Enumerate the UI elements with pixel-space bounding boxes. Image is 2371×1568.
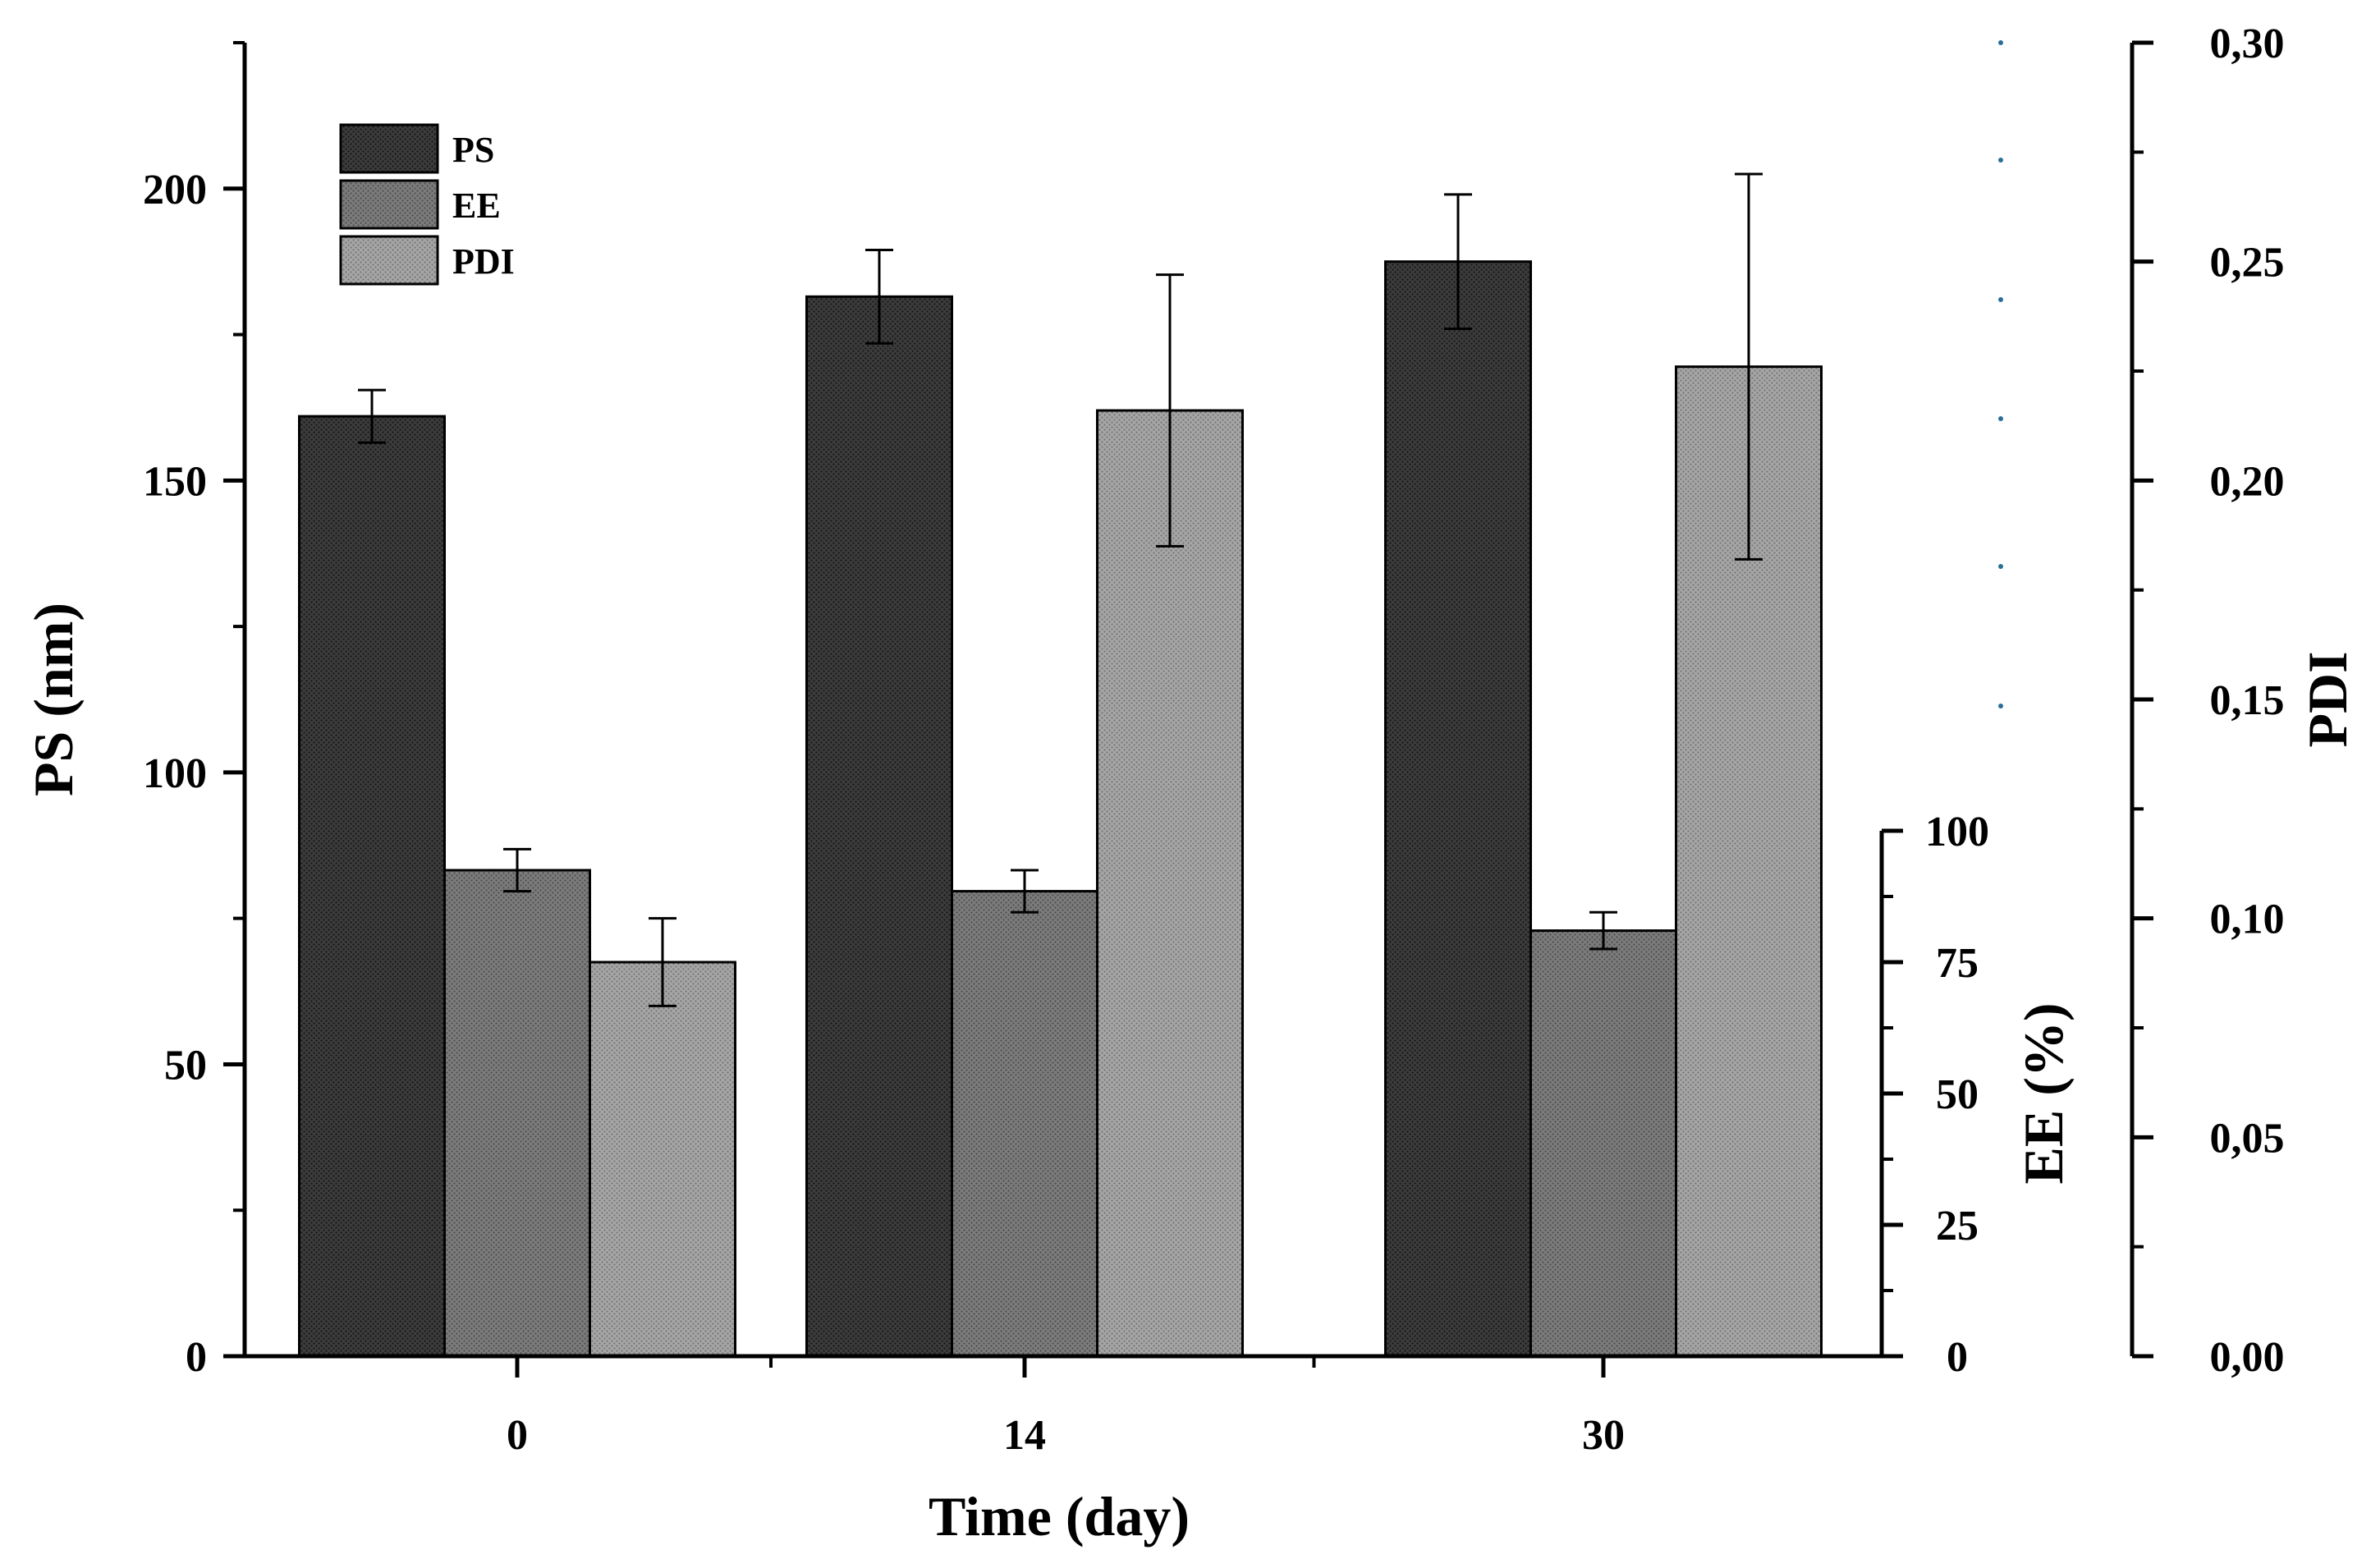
ticks-layer: 0 50 100 150 200 0 25 50 75 100 0,00 0,05 0,10 0,15 0,… — [143, 21, 2285, 1459]
bar-ee-day-0 — [443, 869, 591, 1358]
bar-pdi-day-14 — [1096, 409, 1244, 1358]
legend-swatch-pdi — [339, 235, 439, 286]
bar-ps-day-14 — [805, 295, 953, 1358]
bar-ee-day-14 — [951, 890, 1098, 1358]
pdi-tick-label: 0,00 — [2210, 1334, 2285, 1381]
legend-swatch-ps — [339, 123, 439, 174]
bar-pdi-day-0 — [589, 961, 736, 1358]
pdi-tick-label: 0,20 — [2210, 458, 2285, 505]
bar-ee-day-30 — [1529, 929, 1677, 1358]
ee-axis-title: EE (%) — [2012, 1003, 2075, 1185]
ee-tick-label: 100 — [1925, 809, 1989, 855]
x-tick-label-30: 30 — [1582, 1412, 1625, 1459]
x-tick-label-0: 0 — [507, 1412, 528, 1459]
legend: PS EE PDI — [339, 123, 515, 286]
legend-label-ee: EE — [452, 186, 501, 226]
pdi-tick-label: 0,25 — [2210, 240, 2285, 287]
bars-layer — [298, 172, 1823, 1358]
axis-break-dots — [1998, 40, 2003, 708]
break-dot — [1998, 40, 2003, 45]
break-dot — [1998, 297, 2003, 302]
pdi-tick-label: 0,30 — [2210, 21, 2285, 67]
ps-tick-label: 200 — [143, 167, 207, 213]
ps-tick-label: 0 — [186, 1334, 207, 1381]
x-axis-title: Time (day) — [929, 1485, 1190, 1547]
pdi-tick-label: 0,15 — [2210, 677, 2285, 724]
pdi-axis-title: PDI — [2296, 651, 2359, 747]
ps-tick-label: 150 — [143, 458, 207, 505]
break-dot — [1998, 416, 2003, 421]
pdi-tick-label: 0,10 — [2210, 896, 2285, 943]
bar-ps-day-30 — [1384, 260, 1532, 1358]
ps-tick-label: 100 — [143, 750, 207, 797]
ee-tick-label: 0 — [1947, 1334, 1968, 1381]
pdi-tick-label: 0,05 — [2210, 1115, 2285, 1162]
legend-label-ps: PS — [452, 130, 494, 170]
bar-ps-day-0 — [298, 415, 446, 1358]
legend-swatch-ee — [339, 179, 439, 230]
x-tick-label-14: 14 — [1003, 1412, 1046, 1459]
ee-tick-label: 25 — [1936, 1203, 1979, 1249]
ee-tick-label: 50 — [1936, 1071, 1979, 1118]
break-dot — [1998, 564, 2003, 569]
ps-tick-label: 50 — [164, 1042, 207, 1089]
break-dot — [1998, 158, 2003, 163]
ee-tick-label: 75 — [1936, 940, 1979, 987]
legend-label-pdi: PDI — [452, 241, 515, 282]
ps-axis-title: PS (nm) — [22, 603, 85, 796]
break-dot — [1998, 704, 2003, 708]
